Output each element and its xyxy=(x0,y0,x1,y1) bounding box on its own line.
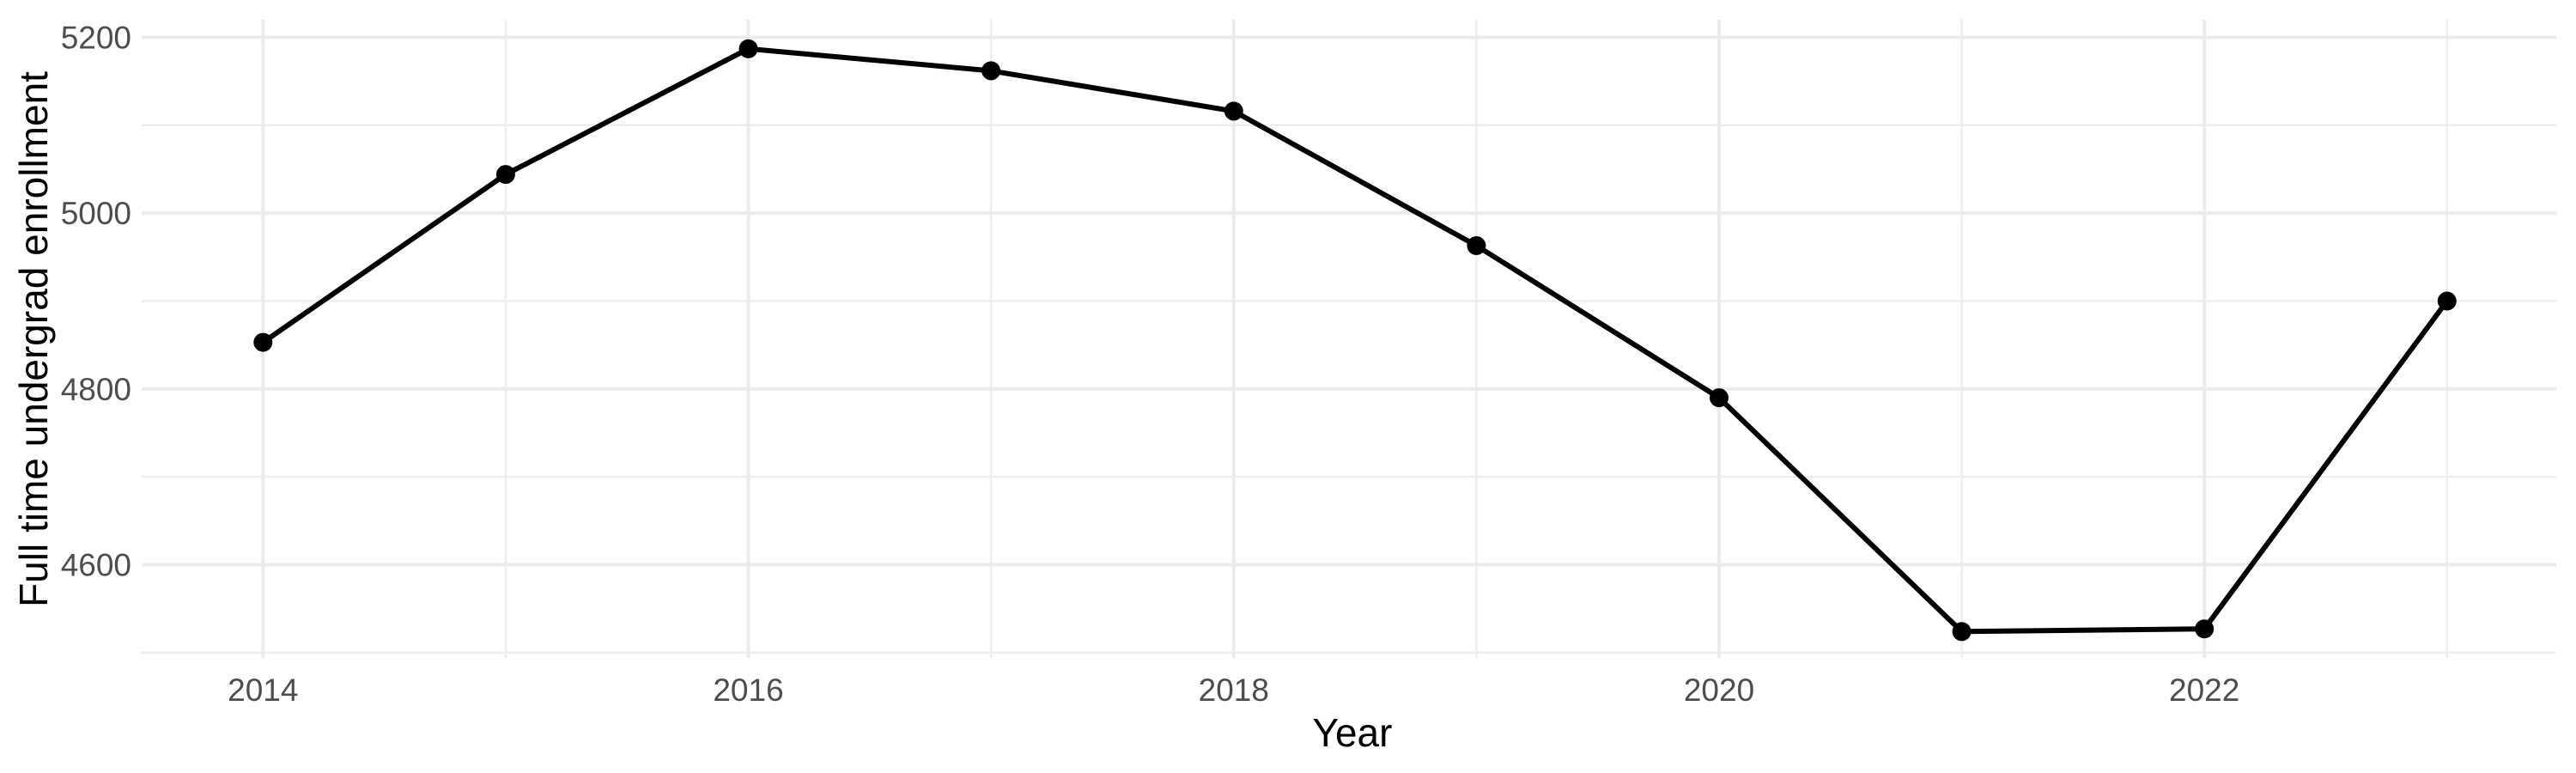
data-point-marker xyxy=(253,332,273,352)
x-tick-label: 2018 xyxy=(1199,673,1269,708)
data-point-marker xyxy=(1467,236,1486,255)
x-tick-label: 2016 xyxy=(713,673,783,708)
x-axis-tick-labels: 2014 2016 2018 2020 2022 xyxy=(228,673,2239,708)
data-point-marker xyxy=(1224,101,1243,121)
data-point-marker xyxy=(495,165,515,185)
y-axis-title: Full time undergrad enrollment xyxy=(11,71,56,607)
y-axis-tick-labels: 4600 4800 5000 5200 xyxy=(61,21,131,583)
y-tick-label: 5000 xyxy=(61,196,131,231)
x-axis-title: Year xyxy=(1313,710,1393,755)
major-gridlines xyxy=(142,20,2556,658)
x-tick-label: 2014 xyxy=(228,673,298,708)
y-tick-label: 5200 xyxy=(61,21,131,56)
enrollment-trend-line xyxy=(260,46,2450,635)
data-point-marker xyxy=(738,39,758,58)
x-tick-label: 2022 xyxy=(2169,673,2239,708)
data-point-marker xyxy=(1710,388,1728,408)
data-point-marker xyxy=(1952,622,1971,642)
data-series-line xyxy=(260,46,2450,635)
data-point-marker xyxy=(2195,619,2215,639)
minor-gridlines xyxy=(142,20,2556,658)
data-point-marker xyxy=(981,61,1001,81)
x-tick-label: 2020 xyxy=(1684,673,1754,708)
y-tick-label: 4800 xyxy=(61,372,131,407)
data-points xyxy=(253,39,2457,642)
y-tick-label: 4600 xyxy=(61,548,131,583)
data-point-marker xyxy=(2437,291,2457,311)
